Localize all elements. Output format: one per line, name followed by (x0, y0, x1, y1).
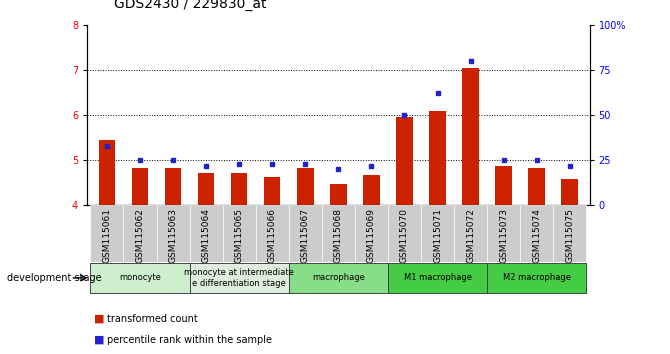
Text: GDS2430 / 229830_at: GDS2430 / 229830_at (114, 0, 267, 11)
Text: development stage: development stage (7, 273, 101, 283)
Text: GSM115063: GSM115063 (169, 208, 178, 263)
FancyBboxPatch shape (190, 205, 222, 262)
Text: M2 macrophage: M2 macrophage (502, 273, 571, 282)
FancyBboxPatch shape (454, 205, 487, 262)
Bar (529, 168, 545, 205)
Bar (231, 173, 247, 205)
FancyBboxPatch shape (355, 205, 388, 262)
FancyBboxPatch shape (90, 263, 190, 293)
FancyBboxPatch shape (222, 205, 256, 262)
Text: GSM115071: GSM115071 (433, 208, 442, 263)
FancyBboxPatch shape (553, 205, 586, 262)
FancyBboxPatch shape (256, 205, 289, 262)
Text: M1 macrophage: M1 macrophage (403, 273, 472, 282)
Bar (132, 168, 148, 205)
Text: monocyte: monocyte (119, 273, 161, 282)
Bar (165, 168, 182, 205)
FancyBboxPatch shape (421, 205, 454, 262)
Text: GSM115070: GSM115070 (400, 208, 409, 263)
FancyBboxPatch shape (487, 263, 586, 293)
Text: GSM115074: GSM115074 (532, 208, 541, 263)
Text: GSM115066: GSM115066 (268, 208, 277, 263)
Bar (363, 175, 380, 205)
Bar (561, 179, 578, 205)
Text: monocyte at intermediate
e differentiation stage: monocyte at intermediate e differentiati… (184, 268, 294, 287)
Text: macrophage: macrophage (312, 273, 364, 282)
Text: GSM115067: GSM115067 (301, 208, 310, 263)
Bar (495, 166, 512, 205)
FancyBboxPatch shape (487, 205, 520, 262)
FancyBboxPatch shape (90, 205, 123, 262)
Text: GSM115073: GSM115073 (499, 208, 508, 263)
FancyBboxPatch shape (520, 205, 553, 262)
Bar (198, 173, 214, 205)
Text: GSM115062: GSM115062 (135, 208, 145, 263)
Bar (264, 177, 281, 205)
FancyBboxPatch shape (388, 263, 487, 293)
Text: percentile rank within the sample: percentile rank within the sample (107, 335, 272, 345)
Text: GSM115061: GSM115061 (103, 208, 111, 263)
Bar (297, 168, 314, 205)
Bar (396, 117, 413, 205)
Text: transformed count: transformed count (107, 314, 198, 324)
FancyBboxPatch shape (123, 205, 157, 262)
FancyBboxPatch shape (388, 205, 421, 262)
Text: GSM115065: GSM115065 (234, 208, 244, 263)
Text: GSM115064: GSM115064 (202, 208, 210, 263)
FancyBboxPatch shape (289, 263, 388, 293)
Bar (429, 110, 446, 205)
Text: GSM115072: GSM115072 (466, 208, 475, 263)
FancyBboxPatch shape (289, 205, 322, 262)
FancyBboxPatch shape (322, 205, 355, 262)
Bar (98, 140, 115, 205)
Text: ■: ■ (94, 335, 105, 345)
Text: ■: ■ (94, 314, 105, 324)
Bar (462, 68, 479, 205)
Text: GSM115069: GSM115069 (367, 208, 376, 263)
Text: GSM115068: GSM115068 (334, 208, 343, 263)
FancyBboxPatch shape (190, 263, 289, 293)
Text: GSM115075: GSM115075 (565, 208, 574, 263)
FancyBboxPatch shape (157, 205, 190, 262)
Bar (330, 184, 346, 205)
